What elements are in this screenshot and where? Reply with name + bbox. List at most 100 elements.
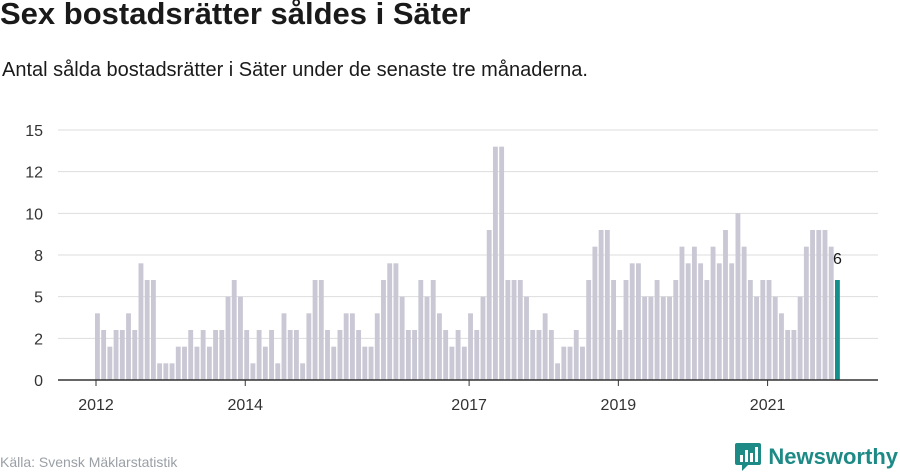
bar [101,330,107,380]
bar [785,330,791,380]
bar [312,280,318,380]
bar [119,330,125,380]
bar [188,330,194,380]
bar [766,280,772,380]
bar [747,280,753,380]
bar [772,296,778,380]
bar [828,246,834,380]
bar [449,346,455,380]
y-tick-label: 8 [34,248,43,265]
y-tick-label: 12 [25,165,43,182]
bar [505,280,511,380]
bar [269,330,274,380]
bar [580,346,585,380]
bar [536,330,542,380]
bar [374,313,380,380]
bar [219,330,225,380]
x-tick-label: 2019 [601,397,637,414]
bar [810,230,815,380]
bar [779,313,784,380]
bar [430,280,436,380]
bar [368,346,374,380]
bar [300,363,306,380]
bar [393,263,399,380]
bar [95,313,100,380]
bar [511,280,517,380]
bar [331,346,337,380]
bar [175,346,181,380]
bar [673,280,679,380]
bar [524,296,529,380]
bar [306,313,312,380]
bar [648,296,654,380]
x-tick-label: 2017 [451,397,487,414]
chart-subtitle: Antal sålda bostadsrätter i Säter under … [2,59,588,81]
bar [262,346,268,380]
bar [318,280,324,380]
bar [822,230,828,380]
bar [231,280,237,380]
bar [250,363,256,380]
bar [592,246,598,380]
bar [685,263,691,380]
bar [698,263,704,380]
bar [144,280,150,380]
bar [816,230,822,380]
source-note: Källa: Svensk Mäklarstatistik [0,454,178,470]
bar [586,280,592,380]
bar [455,330,461,380]
bar [517,280,523,380]
bar [356,330,362,380]
bar [182,346,187,380]
bar [169,363,175,380]
bar [418,280,424,380]
y-tick-label: 2 [34,331,43,348]
bar [138,263,144,380]
bar [275,363,281,380]
bar [654,280,660,380]
bar [729,263,735,380]
bar [741,246,747,380]
y-tick-label: 15 [25,123,43,140]
bar [604,230,610,380]
bar [213,330,219,380]
bar [791,330,797,380]
bar [636,263,641,380]
bar [735,213,741,380]
bar [194,346,200,380]
bar [660,296,666,380]
brand-logo[interactable]: Newsworthy [734,440,898,474]
y-tick-label: 0 [34,373,43,390]
bar [492,146,498,380]
bar [107,346,113,380]
bar [399,296,405,380]
bar [132,330,138,380]
bar [244,330,250,380]
bar [113,330,119,380]
bar [412,330,417,380]
bar [343,313,349,380]
bar [157,363,163,380]
bar [716,263,722,380]
bar [238,296,243,380]
bar [617,330,623,380]
bar [468,313,473,380]
bar [443,330,449,380]
bar [163,363,169,380]
bar [126,313,131,380]
bar [710,246,716,380]
bar [461,346,467,380]
chart-title: Sex bostadsrätter såldes i Säter [0,0,471,31]
bar [206,346,212,380]
bar [486,230,492,380]
bar [555,363,561,380]
x-tick-label: 2012 [78,397,114,414]
y-tick-label: 5 [34,290,43,307]
bar [623,280,629,380]
bar [691,246,697,380]
bar [542,313,548,380]
bar [797,296,803,380]
bar [499,146,505,380]
bar [530,330,536,380]
